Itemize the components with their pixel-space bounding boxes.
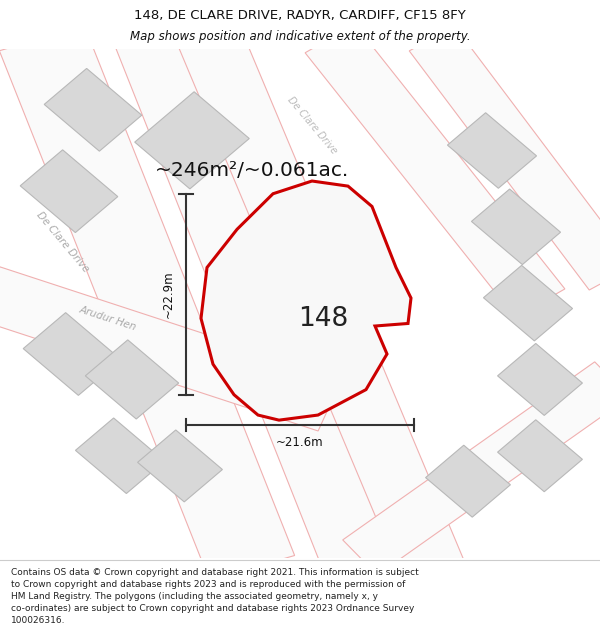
Text: ~22.9m: ~22.9m [162, 271, 175, 318]
Polygon shape [0, 267, 342, 431]
Polygon shape [23, 312, 121, 396]
Polygon shape [0, 26, 295, 580]
Polygon shape [135, 92, 249, 189]
Text: to Crown copyright and database rights 2023 and is reproduced with the permissio: to Crown copyright and database rights 2… [11, 580, 405, 589]
Text: ~246m²/~0.061ac.: ~246m²/~0.061ac. [155, 161, 349, 181]
Polygon shape [305, 24, 565, 318]
Polygon shape [116, 29, 394, 578]
Polygon shape [425, 445, 511, 517]
Polygon shape [137, 430, 223, 502]
Polygon shape [409, 26, 600, 290]
Polygon shape [44, 68, 142, 151]
Text: ~21.6m: ~21.6m [276, 436, 324, 449]
Polygon shape [484, 266, 572, 341]
Text: 100026316.: 100026316. [11, 616, 65, 624]
Text: HM Land Registry. The polygons (including the associated geometry, namely x, y: HM Land Registry. The polygons (includin… [11, 592, 378, 601]
Polygon shape [343, 362, 600, 575]
Polygon shape [20, 150, 118, 232]
Text: De Clare
Drive: De Clare Drive [220, 282, 260, 324]
Text: Map shows position and indicative extent of the property.: Map shows position and indicative extent… [130, 30, 470, 43]
Text: 148, DE CLARE DRIVE, RADYR, CARDIFF, CF15 8FY: 148, DE CLARE DRIVE, RADYR, CARDIFF, CF1… [134, 9, 466, 22]
Polygon shape [497, 344, 583, 416]
Polygon shape [448, 112, 536, 188]
Polygon shape [201, 181, 411, 420]
Polygon shape [85, 340, 179, 419]
Text: De Clare Drive: De Clare Drive [285, 94, 339, 156]
Polygon shape [497, 420, 583, 492]
Polygon shape [472, 189, 560, 264]
Polygon shape [76, 418, 164, 494]
Text: Contains OS data © Crown copyright and database right 2021. This information is : Contains OS data © Crown copyright and d… [11, 568, 419, 578]
Text: Arudur Hen: Arudur Hen [78, 304, 138, 332]
Polygon shape [179, 29, 463, 577]
Text: De Clare Drive: De Clare Drive [35, 210, 91, 274]
Text: 148: 148 [298, 306, 348, 331]
Text: co-ordinates) are subject to Crown copyright and database rights 2023 Ordnance S: co-ordinates) are subject to Crown copyr… [11, 604, 414, 612]
